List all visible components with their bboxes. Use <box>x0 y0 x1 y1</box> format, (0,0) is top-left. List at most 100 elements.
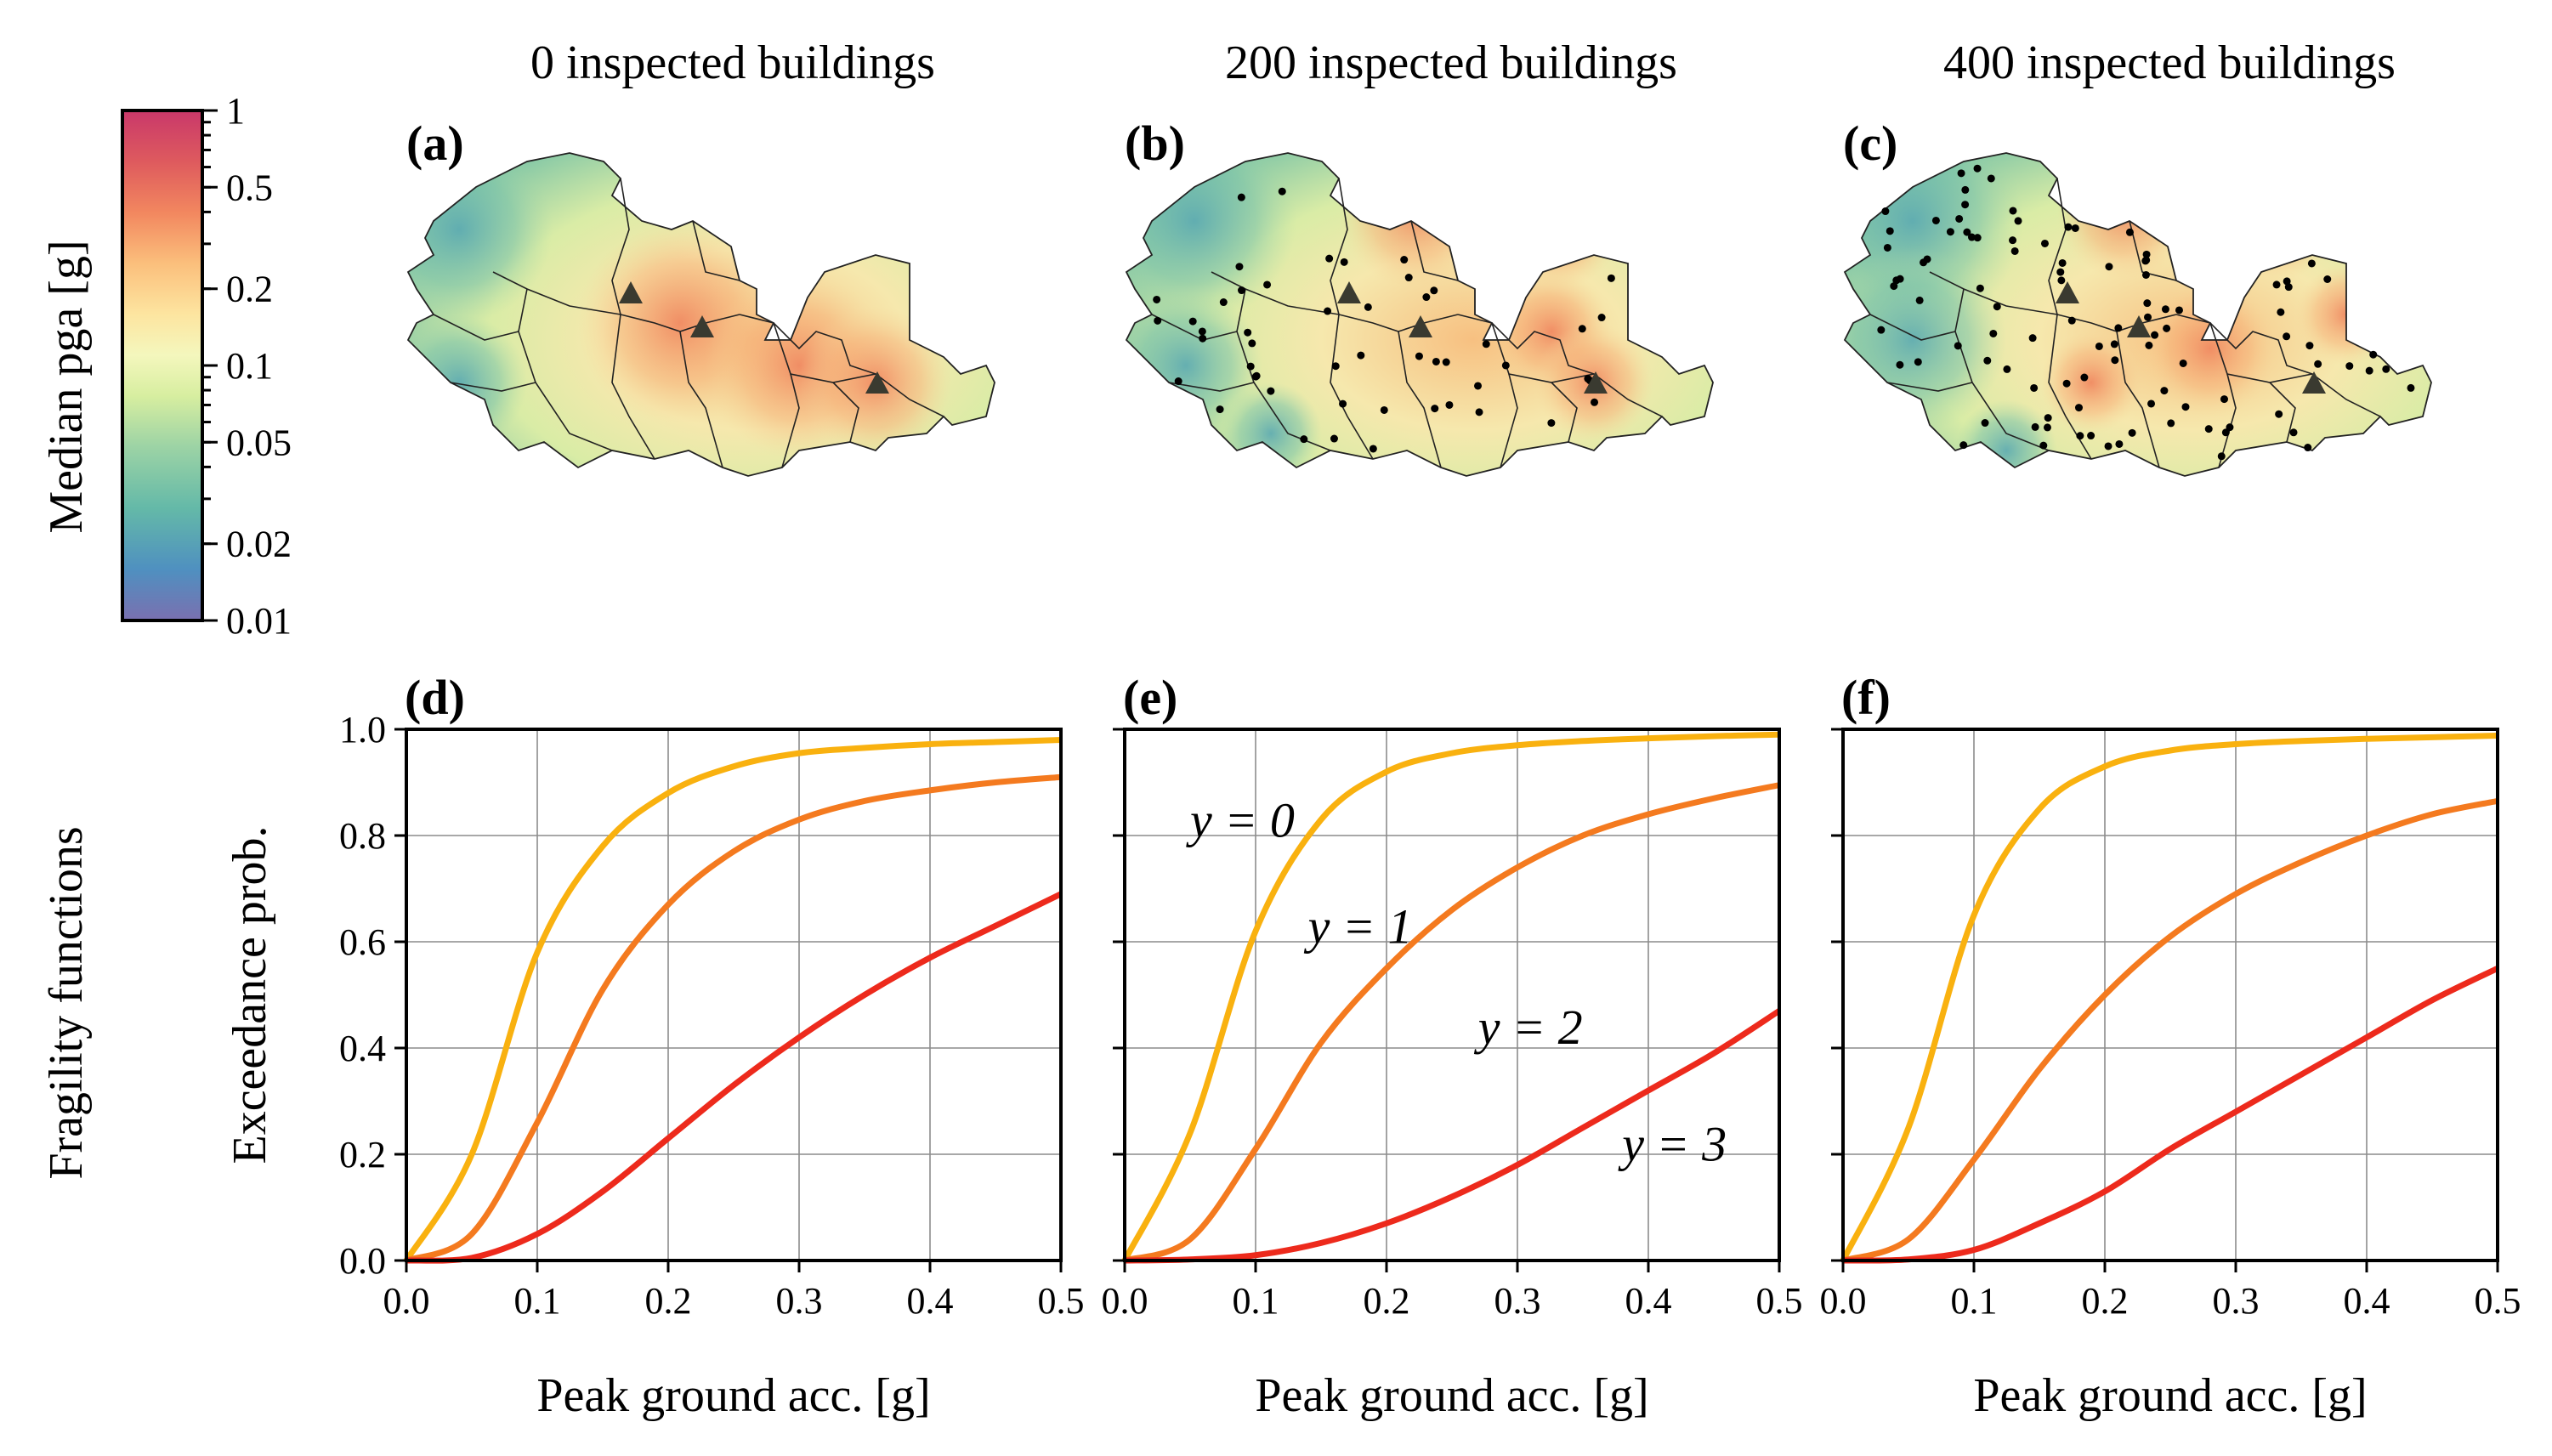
inspected-building-dot <box>1961 201 1970 209</box>
inspected-building-dot <box>1584 375 1592 383</box>
inspected-building-dot <box>2221 428 2230 437</box>
map-panel-1: (b) <box>1125 116 1714 477</box>
inspected-building-dot <box>2161 305 2169 314</box>
inspected-building-dot <box>1475 408 1483 416</box>
y-tick-label: 0.0 <box>339 1240 386 1282</box>
inspected-building-dot <box>1324 307 1332 315</box>
y-tick-label: 0.6 <box>339 921 386 963</box>
plot-frame <box>1123 728 1781 1262</box>
district-border <box>450 382 536 392</box>
curve-annotation: y = 2 <box>1474 1000 1583 1055</box>
inspected-building-dot <box>1153 295 1161 303</box>
district-border <box>1869 314 1956 341</box>
x-tick-label: 0.4 <box>1625 1280 1672 1322</box>
district-border <box>1886 382 1973 392</box>
series-line-0 <box>1121 731 1780 1262</box>
inspected-building-dot <box>2058 258 2067 267</box>
x-tick-label: 0.5 <box>1756 1280 1803 1322</box>
inspected-building-dot <box>1881 207 1890 216</box>
y-tick-label: 1.0 <box>339 709 386 751</box>
x-axis-label: Peak ground acc. [g] <box>536 1369 930 1422</box>
x-tick-label: 0.2 <box>1364 1280 1410 1322</box>
map-row: (a) 0 inspected buildings (b) 200 inspected… <box>406 37 2432 477</box>
inspected-building-dot <box>1890 282 1898 291</box>
inspected-building-dot <box>2305 342 2314 350</box>
plot-frame <box>405 728 1063 1262</box>
inspected-building-dot <box>1547 419 1556 428</box>
inspected-building-dot <box>2104 442 2112 450</box>
inspected-building-dot <box>1474 382 1483 390</box>
inspected-building-dot <box>2028 334 2037 343</box>
colorbar-tick-label: 0.1 <box>226 345 273 387</box>
district-border <box>1551 382 1578 443</box>
inspected-building-dot <box>2009 207 2017 215</box>
curve-annotation: y = 1 <box>1304 898 1413 954</box>
series-line-1 <box>405 773 1062 1264</box>
map-field <box>1126 153 1713 476</box>
inspected-building-dot <box>1330 434 1338 443</box>
x-tick-label: 0.3 <box>2213 1280 2260 1322</box>
inspected-building-dot <box>2071 224 2079 232</box>
panel-label: (f) <box>1841 670 1891 725</box>
x-tick-label: 0.2 <box>2082 1280 2129 1322</box>
inspected-building-dot <box>2181 403 2190 411</box>
chart-panel-2: 0.0 0.1 0.2 0.3 0.4 0.5 Peak ground acc. [g] (f… <box>1820 670 2521 1422</box>
inspected-building-dot <box>1431 405 1439 413</box>
inspected-building-dot <box>1896 360 1904 369</box>
inspected-building-dot <box>1267 387 1275 395</box>
x-axis-label: Peak ground acc. [g] <box>1255 1369 1648 1422</box>
inspected-building-dot <box>1198 327 1206 336</box>
series-line-1 <box>1123 782 1780 1264</box>
inspected-building-dot <box>1216 405 1224 414</box>
y-tick-label: 0.4 <box>339 1028 386 1069</box>
chart-panel-0: 0.0 0.1 0.2 0.3 0.4 0.5 0.0 0.2 0.4 0.6 0.8 1.0 Peak… <box>224 670 1085 1422</box>
map-title: 0 inspected buildings <box>530 37 935 89</box>
inspected-building-dot <box>1404 274 1413 282</box>
inspected-building-dot <box>1923 255 1931 263</box>
series-line-0 <box>1840 733 2498 1262</box>
x-tick-label: 0.0 <box>1102 1280 1148 1322</box>
inspected-building-dot <box>2031 422 2039 431</box>
series-line-2 <box>1842 966 2499 1264</box>
inspected-building-dot <box>2095 342 2103 350</box>
inspected-building-dot <box>1981 419 1989 428</box>
inspected-building-dot <box>2030 383 2039 392</box>
inspected-building-dot <box>2145 341 2153 349</box>
inspected-building-dot <box>1357 351 1365 360</box>
station-triangle-marker <box>690 315 714 337</box>
inspected-building-dot <box>1154 316 1162 325</box>
inspected-building-dot <box>2272 280 2281 289</box>
inspected-building-dot <box>2128 428 2136 437</box>
inspected-building-dot <box>2111 356 2119 365</box>
x-axis-label: Peak ground acc. [g] <box>1973 1369 2367 1422</box>
district-border <box>2116 331 2160 468</box>
inspected-building-dot <box>2010 246 2019 255</box>
x-tick-label: 0.5 <box>2475 1280 2521 1322</box>
x-tick-label: 0.0 <box>1820 1280 1867 1322</box>
inspected-building-dot <box>1915 296 1924 304</box>
inspected-building-dot <box>1237 193 1245 201</box>
station-triangle-marker <box>1337 281 1361 303</box>
panel-label: (b) <box>1125 116 1185 171</box>
inspected-building-dot <box>1607 274 1615 282</box>
region-outline <box>406 152 995 477</box>
inspected-building-dot <box>2043 423 2051 432</box>
panel-label: (c) <box>1843 116 1897 171</box>
map-title: 400 inspected buildings <box>1943 37 2396 89</box>
inspected-building-dot <box>2345 362 2354 371</box>
inspected-building-dot <box>2407 383 2415 392</box>
inspected-building-dot <box>2057 276 2066 285</box>
colorbar-bar <box>121 109 204 622</box>
inspected-building-dot <box>2056 268 2065 276</box>
inspected-building-dot <box>2314 360 2322 368</box>
inspected-building-dot <box>1877 326 1886 334</box>
x-tick-label: 0.1 <box>514 1280 561 1322</box>
inspected-building-dot <box>1501 361 1510 370</box>
map-field <box>408 153 995 476</box>
inspected-building-dot <box>1445 400 1454 409</box>
inspected-building-dot <box>1369 445 1377 453</box>
inspected-building-dot <box>2220 395 2228 404</box>
colorbar-tick-label: 0.02 <box>226 524 292 565</box>
series-line-2 <box>405 891 1063 1264</box>
